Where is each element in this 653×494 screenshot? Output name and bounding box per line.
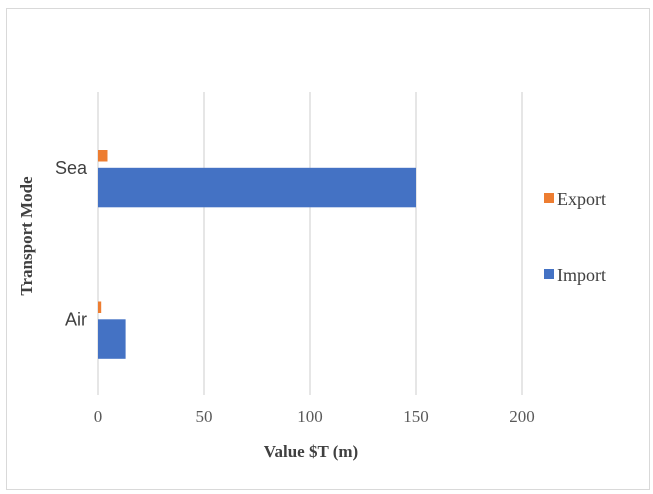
y-axis-title: Transport Mode	[17, 176, 36, 296]
gridlines	[97, 92, 523, 395]
bar-export-air	[98, 301, 102, 313]
bar-import-sea	[98, 167, 416, 208]
x-tick-label: 200	[509, 407, 535, 426]
x-tick-label: 50	[196, 407, 213, 426]
legend: Export Import	[544, 189, 606, 285]
category-labels: Air Sea	[55, 158, 88, 329]
bars	[98, 150, 416, 359]
x-tick-label: 150	[403, 407, 429, 426]
legend-label-import: Import	[557, 265, 606, 285]
x-tick-label: 0	[94, 407, 103, 426]
x-tick-labels: 0 50 100 150 200	[94, 407, 535, 426]
bar-import-air	[98, 319, 126, 359]
x-axis-title: Value $T (m)	[264, 442, 358, 461]
x-tick-label: 100	[297, 407, 323, 426]
legend-swatch-import	[544, 269, 554, 279]
legend-label-export: Export	[557, 189, 606, 209]
bar-export-sea	[98, 150, 108, 162]
category-label-sea: Sea	[55, 158, 88, 178]
category-label-air: Air	[65, 309, 87, 329]
legend-swatch-export	[544, 193, 554, 203]
chart-frame	[6, 8, 650, 490]
